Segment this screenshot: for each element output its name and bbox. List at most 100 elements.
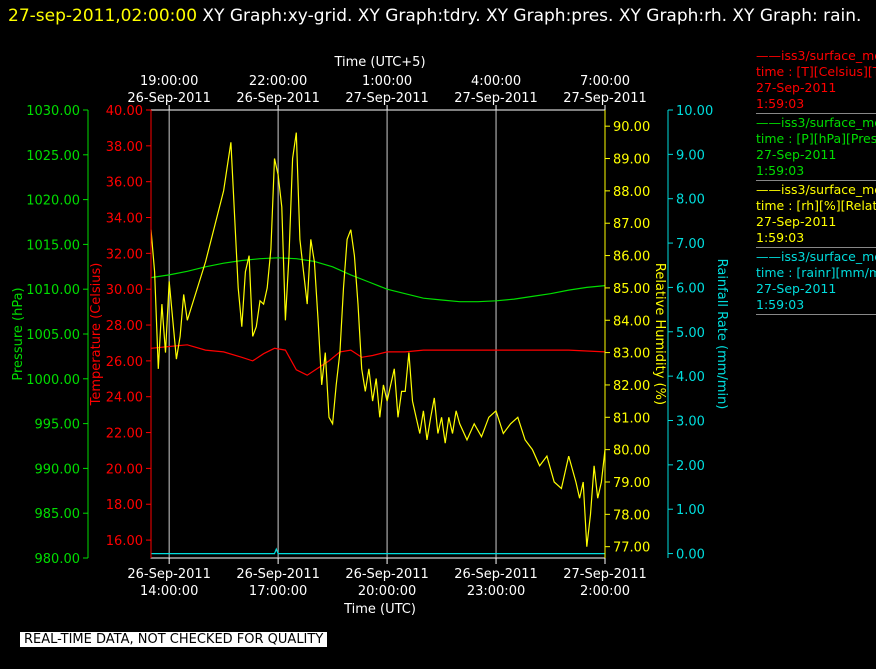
temperature-tick-label: 40.00: [106, 104, 143, 119]
humidity-tick-label: 78.00: [613, 508, 650, 523]
x-top-tick-time: 7:00:00: [580, 74, 630, 89]
humidity-tick-label: 85.00: [613, 282, 650, 297]
pressure-tick-label: 1025.00: [26, 149, 80, 164]
x-tick-date: 26-Sep-2011: [454, 567, 538, 582]
temperature-tick-label: 36.00: [106, 176, 143, 191]
pressure-tick-label: 1030.00: [26, 104, 80, 119]
humidity-tick-label: 89.00: [613, 153, 650, 168]
humidity-tick-label: 90.00: [613, 120, 650, 135]
humidity-axis-label: Relative Humidity (%): [652, 263, 667, 405]
x-tick-time: 14:00:00: [140, 584, 198, 599]
temperature-tick-label: 22.00: [106, 427, 143, 442]
pressure-tick-label: 980.00: [35, 552, 81, 567]
humidity-tick-label: 82.00: [613, 379, 650, 394]
pressure-series-line: [150, 257, 606, 303]
legend-line: ——iss3/surface_met: [756, 115, 876, 130]
pressure-tick-label: 1000.00: [26, 373, 80, 388]
plot-frame: [150, 109, 606, 559]
rain-tick-label: 1.00: [676, 503, 705, 518]
x-top-tick-time: 4:00:00: [471, 74, 521, 89]
humidity-tick-label: 88.00: [613, 185, 650, 200]
temperature-tick-label: 18.00: [106, 498, 143, 513]
x-tick-time: 23:00:00: [467, 584, 525, 599]
temperature-tick-label: 26.00: [106, 355, 143, 370]
legend-time: 1:59:03: [756, 230, 805, 245]
rain-axis-label: Rainfall Rate (mm/min): [714, 259, 729, 410]
temperature-tick-label: 16.00: [106, 534, 143, 549]
x-top-tick-date: 26-Sep-2011: [127, 91, 211, 106]
legend-time: 1:59:03: [756, 96, 805, 111]
rain-tick-label: 5.00: [676, 326, 705, 341]
quality-note: REAL-TIME DATA, NOT CHECKED FOR QUALITY: [20, 632, 328, 647]
humidity-series-line: [150, 132, 606, 547]
timestamp-label: 27-sep-2011,02:00:00: [8, 6, 198, 26]
humidity-tick-label: 79.00: [613, 476, 650, 491]
legend-line: ——iss3/surface_met: [756, 182, 876, 197]
humidity-tick-label: 84.00: [613, 314, 650, 329]
legend-time: 1:59:03: [756, 163, 805, 178]
temperature-tick-label: 34.00: [106, 212, 143, 227]
x-top-tick-date: 27-Sep-2011: [345, 91, 429, 106]
temperature-tick-label: 24.00: [106, 391, 143, 406]
pressure-tick-label: 995.00: [35, 418, 81, 433]
temperature-tick-label: 28.00: [106, 319, 143, 334]
legend-date: 27-Sep-2011: [756, 214, 837, 229]
pressure-tick-label: 1005.00: [26, 328, 80, 343]
legend-field: time : [T][Celsius][Tdry]: [756, 64, 876, 79]
legend-line: ——iss3/surface_met: [756, 48, 876, 63]
rain-tick-label: 6.00: [676, 281, 705, 296]
legend-line: ——iss3/surface_met: [756, 249, 876, 264]
rain-tick-label: 7.00: [676, 237, 705, 252]
temperature-axis-label: Temperature (Celsius): [89, 263, 104, 407]
legend-time: 1:59:03: [756, 297, 805, 312]
x-tick-time: 20:00:00: [358, 584, 416, 599]
rain-tick-label: 9.00: [676, 148, 705, 163]
graph-list-label: XY Graph:xy-grid. XY Graph:tdry. XY Grap…: [197, 6, 862, 26]
pressure-tick-label: 990.00: [35, 462, 81, 477]
x-tick-time: 2:00:00: [580, 584, 630, 599]
x-tick-date: 26-Sep-2011: [127, 567, 211, 582]
x-tick-date: 27-Sep-2011: [563, 567, 647, 582]
pressure-axis-label: Pressure (hPa): [11, 287, 26, 380]
axes-layer: 26-Sep-2011 14:00:00 26-Sep-2011 17:00:00 26…: [11, 55, 729, 617]
series-layer: [150, 132, 606, 555]
pressure-tick-label: 1010.00: [26, 283, 80, 298]
x-top-tick-date: 26-Sep-2011: [236, 91, 320, 106]
x-top-tick-date: 27-Sep-2011: [454, 91, 538, 106]
humidity-tick-label: 86.00: [613, 250, 650, 265]
legend-date: 27-Sep-2011: [756, 147, 837, 162]
x-tick-time: 17:00:00: [249, 584, 307, 599]
temperature-series-line: [150, 344, 606, 376]
pressure-tick-label: 1020.00: [26, 194, 80, 209]
legend-field: time : [P][hPa][Pressure]: [756, 131, 876, 146]
rain-tick-label: 8.00: [676, 193, 705, 208]
x-top-tick-time: 22:00:00: [249, 74, 307, 89]
legend-date: 27-Sep-2011: [756, 281, 837, 296]
grid-layer: [150, 109, 606, 559]
temperature-tick-label: 38.00: [106, 140, 143, 155]
rain-tick-label: 0.00: [676, 548, 705, 563]
rain-tick-label: 2.00: [676, 459, 705, 474]
temperature-tick-label: 32.00: [106, 247, 143, 262]
humidity-tick-label: 80.00: [613, 444, 650, 459]
humidity-tick-label: 83.00: [613, 347, 650, 362]
x-top-axis-label: Time (UTC+5): [333, 55, 425, 70]
rain-tick-label: 4.00: [676, 370, 705, 385]
temperature-tick-label: 20.00: [106, 462, 143, 477]
legend-field: time : [rainr][mm/min]: [756, 265, 876, 280]
humidity-tick-label: 81.00: [613, 411, 650, 426]
x-tick-date: 26-Sep-2011: [236, 567, 320, 582]
temperature-tick-label: 30.00: [106, 283, 143, 298]
x-axis-label: Time (UTC): [343, 602, 416, 617]
legend-field: time : [rh][%][Relative]: [756, 198, 876, 213]
humidity-tick-label: 77.00: [613, 541, 650, 556]
rain-tick-label: 10.00: [676, 104, 713, 119]
rain-tick-label: 3.00: [676, 414, 705, 429]
humidity-tick-label: 87.00: [613, 217, 650, 232]
graph-title-bar: 27-sep-2011,02:00:00 XY Graph:xy-grid. X…: [8, 2, 868, 31]
